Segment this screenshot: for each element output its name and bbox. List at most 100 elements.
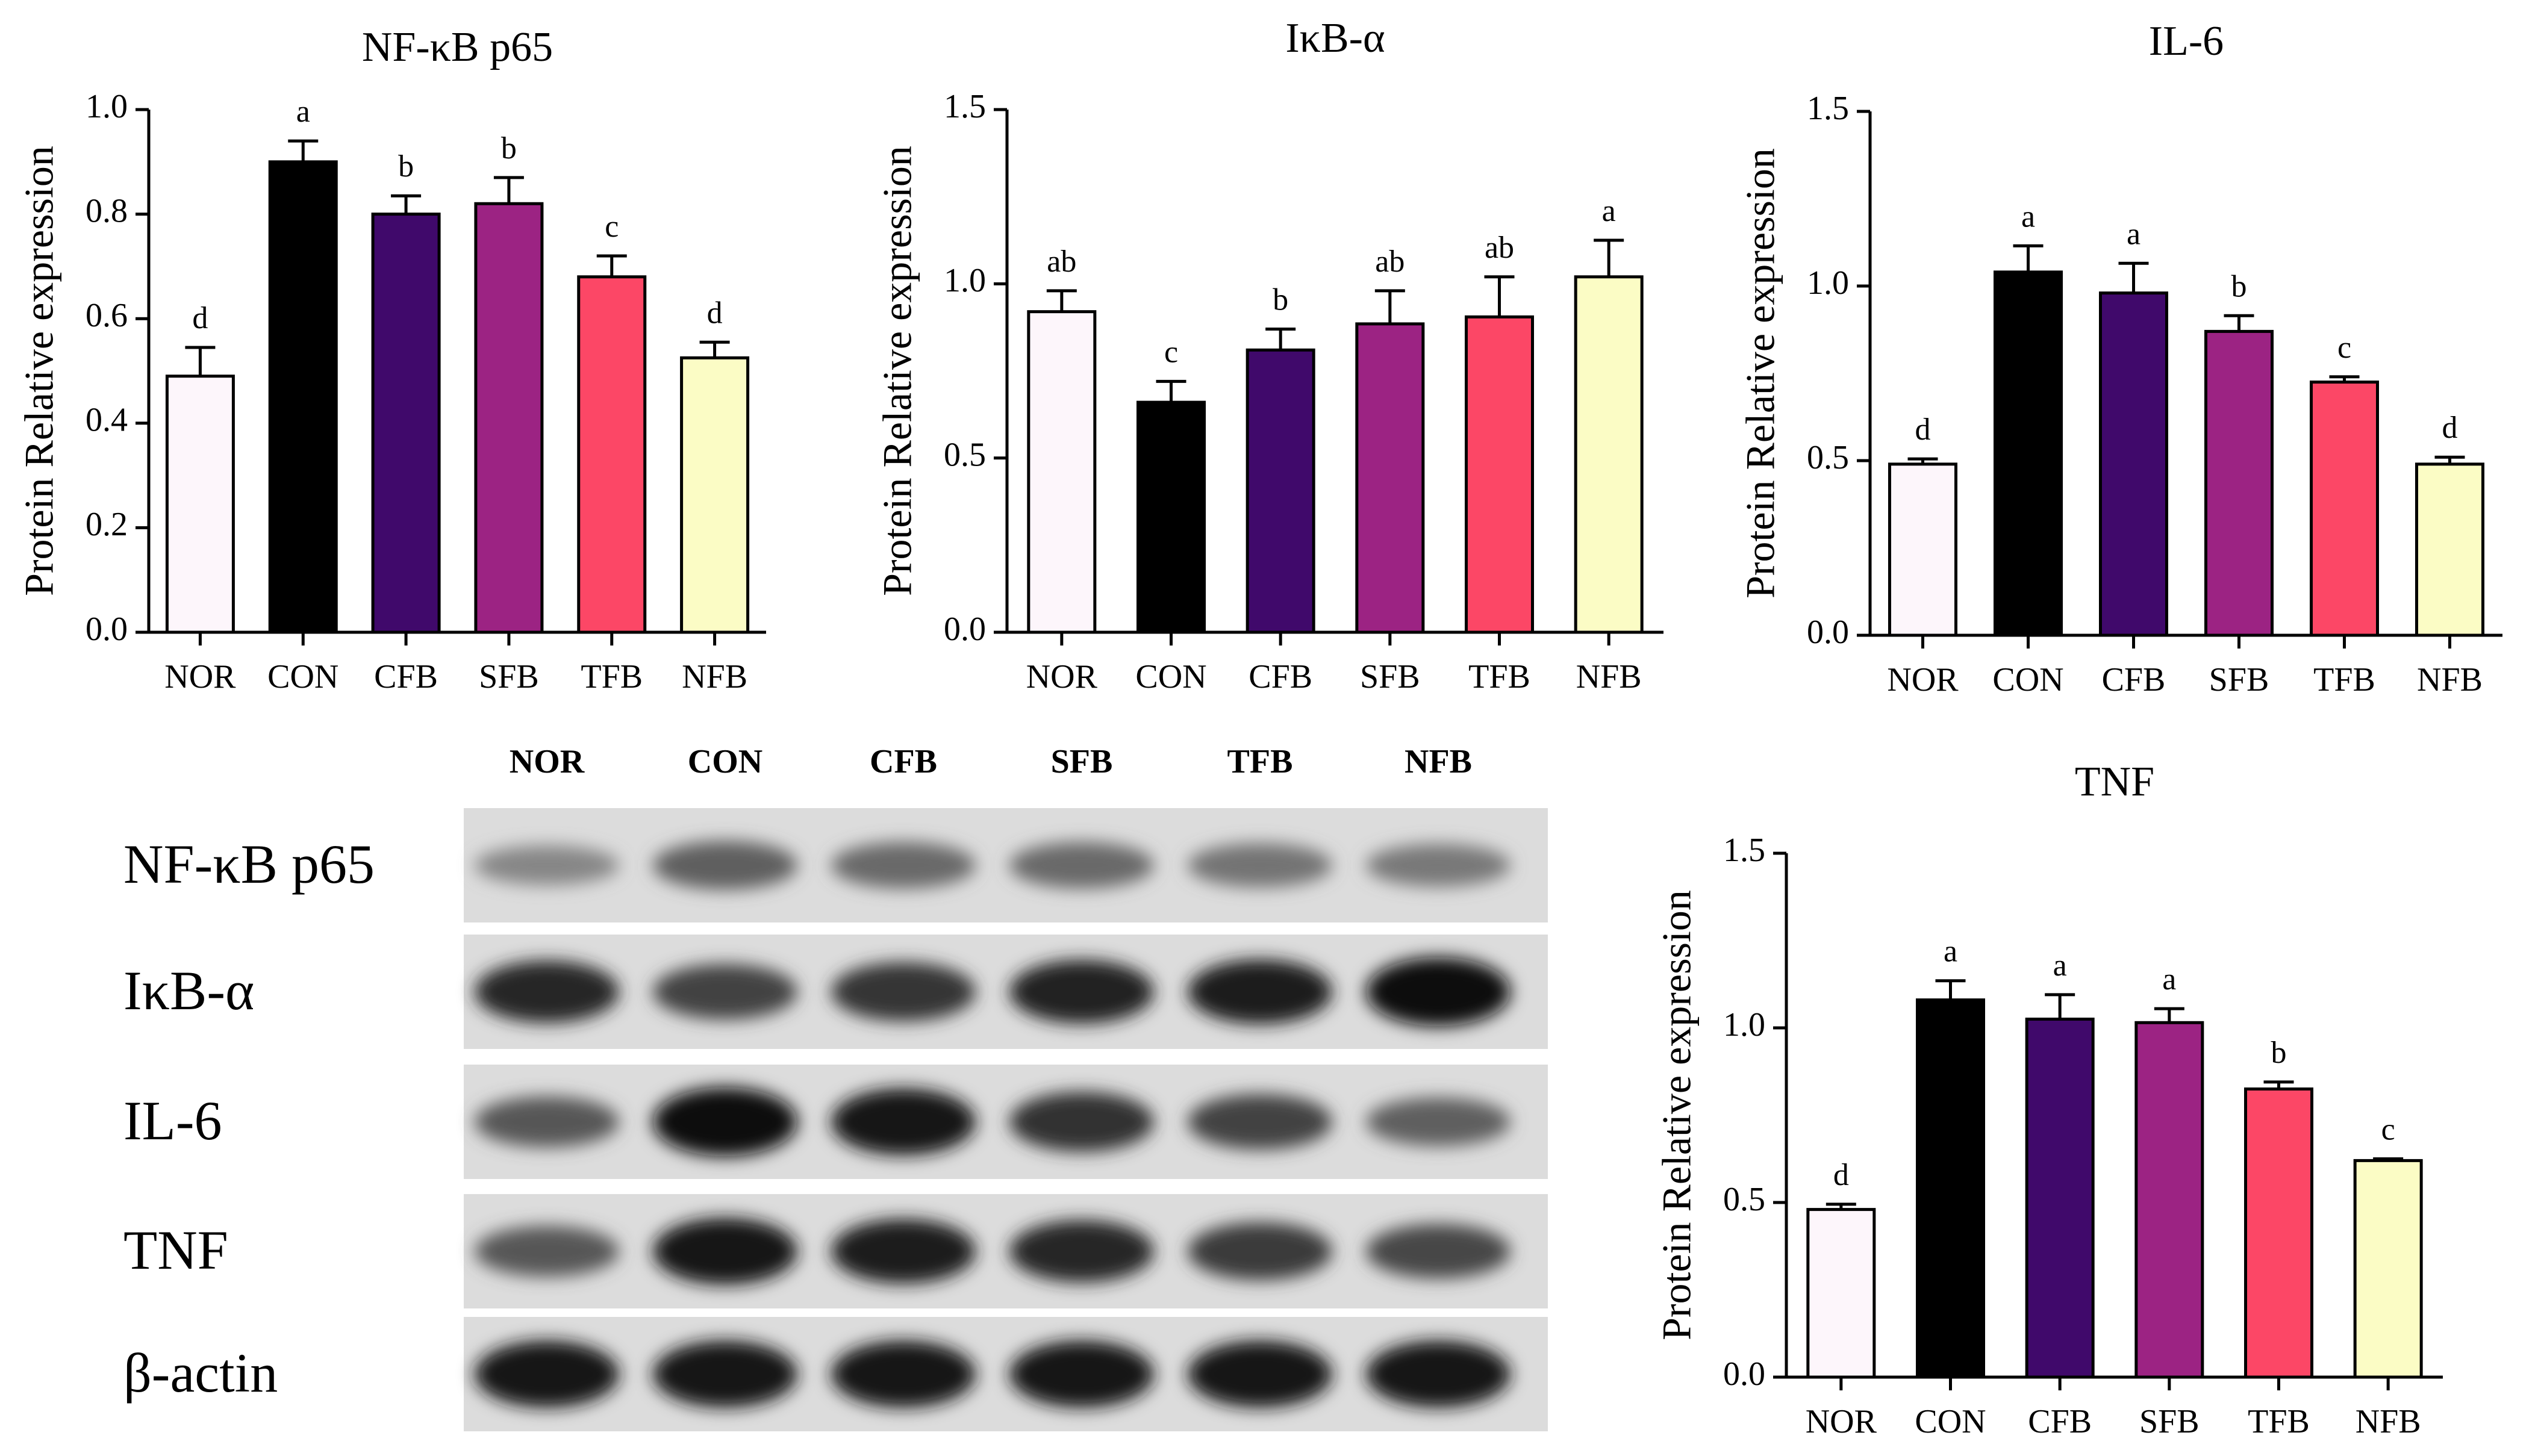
- bar-nor: [165, 375, 235, 634]
- blot-band: [653, 1087, 797, 1157]
- significance-label: c: [605, 210, 619, 244]
- significance-label: a: [2127, 217, 2140, 251]
- bar-nfb: [1574, 275, 1644, 634]
- significance-label: b: [501, 131, 517, 166]
- y-tick-label: 0.4: [86, 402, 128, 439]
- blot-band: [1009, 1220, 1154, 1283]
- blot-lane-label: NFB: [1405, 743, 1472, 780]
- x-tick-label: SFB: [2209, 661, 2269, 698]
- x-tick-label: NOR: [164, 658, 236, 695]
- x-tick-label: CON: [1915, 1403, 1986, 1440]
- x-tick-label: TFB: [2313, 661, 2375, 698]
- blot-row: NF-κB p65: [123, 808, 1548, 922]
- y-tick-label: 1.5: [944, 88, 986, 125]
- blot-row-label: β-actin: [123, 1342, 278, 1404]
- blot-band: [1188, 1340, 1332, 1408]
- bar-con: [268, 160, 338, 634]
- y-axis-label: Protein Relative expression: [16, 146, 62, 596]
- bar-nor: [1027, 310, 1097, 634]
- chart-title: TNF: [2075, 759, 2154, 805]
- y-tick-label: 0.5: [944, 437, 986, 474]
- blot-row: β-actin: [123, 1317, 1548, 1431]
- significance-label: b: [2231, 269, 2247, 303]
- blot-band: [1188, 959, 1332, 1024]
- blot-row-label: TNF: [123, 1219, 228, 1281]
- bar-tfb: [2310, 381, 2379, 637]
- significance-label: a: [1944, 935, 1957, 969]
- bar-sfb: [2204, 329, 2274, 637]
- blot-band: [1366, 1340, 1511, 1408]
- y-tick-label: 0.5: [1807, 439, 1849, 476]
- y-tick-label: 1.0: [1723, 1006, 1765, 1044]
- blot-row-label: NF-κB p65: [123, 833, 375, 895]
- chart-tnf: TNF 0.0 0.5 1.0 1.5 Protein Relative expressi…: [1654, 759, 2443, 1440]
- blot-band: [1009, 1340, 1154, 1408]
- x-tick-label: NFB: [682, 658, 747, 695]
- blot-band: [1188, 1222, 1332, 1281]
- significance-label: d: [1833, 1158, 1849, 1192]
- blot-band: [653, 841, 797, 890]
- blot-band: [475, 845, 619, 886]
- x-tick-label: CON: [1135, 658, 1206, 695]
- y-tick-label: 1.0: [1807, 264, 1849, 302]
- blot-band: [1009, 960, 1154, 1024]
- bar-cfb: [1246, 348, 1315, 634]
- y-axis-label: Protein Relative expression: [1654, 890, 1700, 1340]
- bar-tfb: [2244, 1087, 2313, 1379]
- bar-nfb: [2353, 1159, 2423, 1379]
- bar-cfb: [2099, 291, 2168, 637]
- bar-nor: [1806, 1208, 1876, 1379]
- blot-lane-label: TFB: [1227, 743, 1293, 780]
- y-tick-label: 0.0: [1723, 1355, 1765, 1393]
- x-tick-label: CFB: [374, 658, 438, 695]
- blot-row: IL-6: [123, 1065, 1548, 1179]
- chart-title: NF-κB p65: [362, 24, 553, 70]
- chart-nfkb: NF-κB p65 0.0 0.2 0.4 0.6 0.8 1.0 Protein Relat…: [16, 24, 766, 695]
- y-tick-label: 0.2: [86, 506, 128, 543]
- blot-band: [475, 1225, 619, 1277]
- y-tick-label: 1.5: [1807, 90, 1849, 127]
- y-tick-label: 0.8: [86, 192, 128, 229]
- bar-tfb: [1465, 315, 1534, 634]
- blot-row-label: IL-6: [123, 1090, 222, 1151]
- bar-nfb: [680, 356, 750, 634]
- x-tick-label: NOR: [1806, 1403, 1877, 1440]
- x-tick-label: NOR: [1026, 658, 1098, 695]
- blot-band: [831, 1340, 976, 1408]
- bar-nfb: [2415, 462, 2484, 637]
- blot-band: [831, 842, 976, 889]
- significance-label: ab: [1375, 244, 1405, 279]
- x-tick-label: NFB: [2356, 1403, 2421, 1440]
- significance-label: c: [2337, 331, 2351, 365]
- y-axis-label: Protein Relative expression: [1738, 148, 1783, 599]
- blot-band: [1366, 1224, 1511, 1279]
- blot-band: [831, 962, 976, 1022]
- significance-label: b: [1273, 283, 1288, 317]
- significance-label: d: [707, 296, 723, 330]
- significance-label: ab: [1485, 231, 1514, 265]
- x-tick-label: TFB: [581, 658, 643, 695]
- x-tick-label: SFB: [479, 658, 539, 695]
- significance-label: b: [398, 149, 414, 184]
- y-tick-label: 1.0: [944, 262, 986, 299]
- x-tick-label: CFB: [1249, 658, 1312, 695]
- blot-band: [475, 960, 619, 1023]
- blot-lane-label: CFB: [870, 743, 937, 780]
- x-tick-label: SFB: [2139, 1403, 2200, 1440]
- x-tick-label: TFB: [1468, 658, 1530, 695]
- blot-band: [653, 1340, 797, 1408]
- bar-tfb: [577, 275, 647, 634]
- y-tick-label: 0.5: [1723, 1181, 1765, 1218]
- bar-con: [1136, 400, 1206, 634]
- blot-row: TNF: [123, 1194, 1548, 1308]
- y-tick-label: 0.0: [944, 611, 986, 648]
- blot-row: IκB-α: [123, 935, 1548, 1049]
- x-tick-label: CON: [1992, 661, 2063, 698]
- significance-label: a: [296, 95, 310, 129]
- y-tick-label: 0.6: [86, 297, 128, 334]
- x-tick-label: CFB: [2102, 661, 2166, 698]
- x-tick-label: NFB: [2417, 661, 2483, 698]
- chart-il6: IL-6 0.0 0.5 1.0 1.5 Protein Relative express…: [1738, 18, 2502, 698]
- x-tick-label: NFB: [1576, 658, 1642, 695]
